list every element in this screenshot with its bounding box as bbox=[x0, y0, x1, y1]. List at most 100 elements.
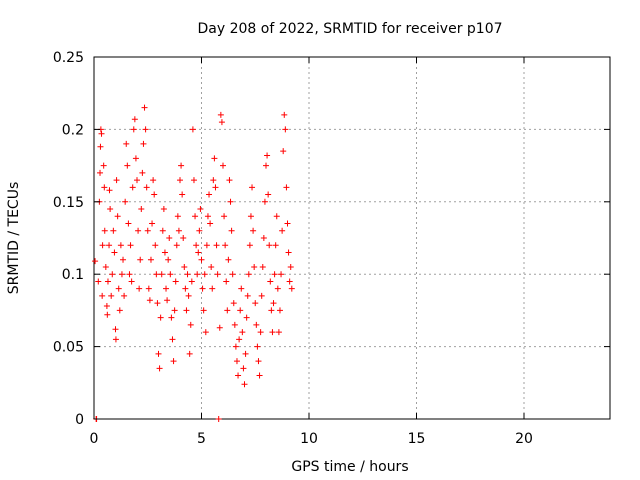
data-point bbox=[209, 285, 216, 292]
x-tick-labels: 0 5 10 15 20 bbox=[90, 431, 533, 447]
data-point bbox=[98, 130, 105, 137]
data-point bbox=[181, 263, 188, 270]
data-point bbox=[189, 126, 196, 133]
data-point bbox=[143, 184, 150, 191]
data-point bbox=[138, 206, 145, 213]
data-point bbox=[280, 148, 287, 155]
data-point bbox=[250, 227, 257, 234]
data-point bbox=[263, 162, 269, 169]
data-point bbox=[150, 177, 157, 184]
data-point bbox=[144, 227, 151, 234]
x-tick-label: 5 bbox=[197, 431, 206, 447]
data-point bbox=[112, 336, 119, 343]
data-point bbox=[192, 213, 199, 220]
data-point bbox=[146, 297, 153, 304]
data-point bbox=[269, 329, 276, 336]
data-point bbox=[235, 372, 242, 379]
data-point bbox=[196, 227, 203, 234]
data-point bbox=[184, 271, 191, 278]
data-point bbox=[283, 184, 290, 191]
data-point bbox=[113, 177, 120, 184]
data-point bbox=[139, 169, 146, 176]
data-point bbox=[199, 285, 206, 292]
data-point bbox=[228, 227, 235, 234]
data-point bbox=[245, 271, 252, 278]
data-point bbox=[137, 256, 144, 263]
data-point bbox=[158, 271, 165, 278]
data-point bbox=[114, 213, 121, 220]
data-point bbox=[107, 206, 114, 213]
data-point bbox=[238, 285, 245, 292]
data-point bbox=[221, 213, 228, 220]
data-point bbox=[258, 292, 265, 299]
data-point bbox=[165, 256, 172, 263]
plot-frame bbox=[93, 56, 611, 420]
data-point bbox=[197, 206, 204, 213]
data-point bbox=[286, 278, 293, 285]
data-point bbox=[103, 303, 110, 310]
data-point bbox=[163, 285, 170, 292]
data-point bbox=[244, 292, 251, 299]
data-point bbox=[275, 329, 282, 336]
data-point bbox=[266, 242, 273, 249]
data-point bbox=[175, 227, 182, 234]
data-point bbox=[145, 285, 152, 292]
data-point bbox=[198, 256, 205, 263]
data-point bbox=[106, 187, 113, 194]
chart-title: Day 208 of 2022, SRMTID for receiver p10… bbox=[197, 21, 502, 37]
data-point bbox=[147, 256, 154, 263]
x-tick-label: 0 bbox=[90, 431, 99, 447]
data-point bbox=[212, 184, 219, 191]
y-axis-label: SRMTID / TECUs bbox=[6, 182, 22, 295]
data-point bbox=[149, 220, 156, 227]
data-point bbox=[281, 111, 288, 118]
data-point bbox=[246, 242, 253, 249]
data-point bbox=[151, 191, 158, 198]
data-point bbox=[186, 350, 193, 357]
x-tick-label: 10 bbox=[300, 431, 318, 447]
data-point bbox=[124, 162, 131, 169]
data-point bbox=[242, 350, 249, 357]
data-point bbox=[207, 220, 214, 227]
y-tick-label: 0.15 bbox=[53, 195, 84, 211]
data-point bbox=[116, 307, 123, 314]
data-point bbox=[222, 242, 229, 249]
data-point bbox=[183, 307, 190, 314]
data-point bbox=[264, 152, 271, 159]
data-point bbox=[172, 278, 179, 285]
data-point bbox=[108, 292, 115, 299]
data-point bbox=[159, 227, 166, 234]
data-point bbox=[187, 321, 194, 328]
data-point bbox=[271, 271, 278, 278]
data-point bbox=[272, 242, 279, 249]
y-tick-label: 0.25 bbox=[53, 50, 84, 66]
data-point bbox=[216, 324, 223, 331]
data-point bbox=[211, 155, 218, 162]
data-point bbox=[153, 271, 160, 278]
data-point bbox=[247, 213, 254, 220]
data-point bbox=[167, 271, 174, 278]
data-point bbox=[134, 177, 140, 184]
data-point bbox=[284, 220, 291, 227]
axis-ticks bbox=[93, 56, 610, 420]
data-point bbox=[224, 307, 231, 314]
data-points bbox=[92, 104, 295, 422]
data-point bbox=[122, 198, 129, 205]
data-point bbox=[123, 140, 130, 147]
y-tick-label: 0.2 bbox=[62, 122, 84, 138]
data-point bbox=[270, 300, 277, 307]
data-point bbox=[180, 235, 187, 241]
data-point bbox=[208, 263, 215, 270]
data-point bbox=[99, 292, 106, 299]
x-axis-label: GPS time / hours bbox=[291, 459, 408, 475]
data-point bbox=[179, 191, 186, 198]
data-point bbox=[161, 249, 168, 256]
data-point bbox=[227, 198, 234, 205]
data-point bbox=[274, 285, 281, 292]
data-point bbox=[237, 307, 244, 314]
data-point bbox=[157, 314, 164, 321]
data-point bbox=[255, 358, 262, 365]
data-point bbox=[268, 307, 275, 314]
data-point bbox=[204, 213, 211, 220]
